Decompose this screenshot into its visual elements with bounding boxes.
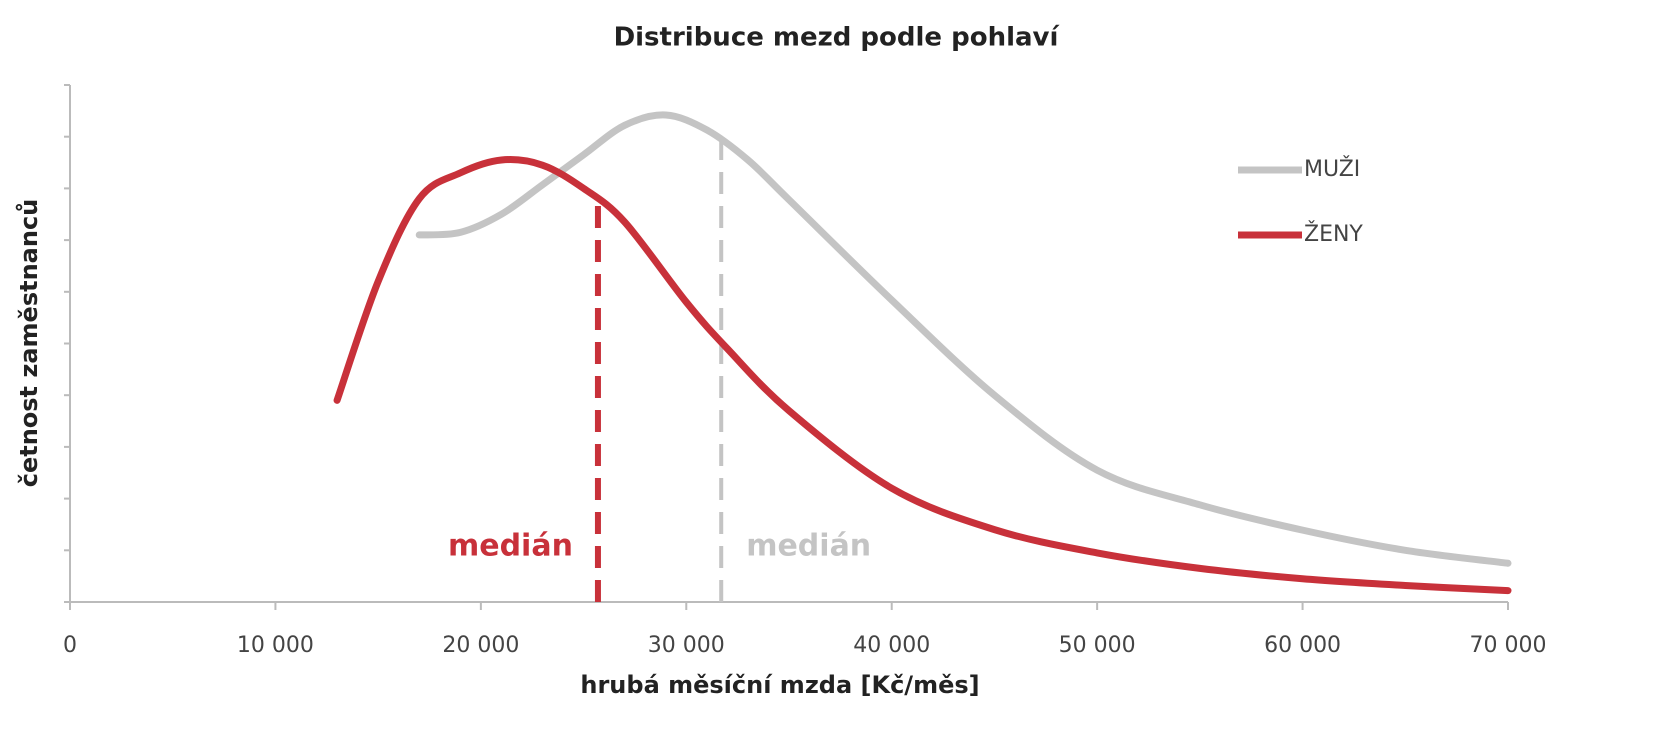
x-tick-label: 10 000 [237, 633, 314, 658]
chart-title: Distribuce mezd podle pohlaví [614, 23, 1061, 53]
x-tick-label: 60 000 [1264, 633, 1341, 658]
median-label: medián [448, 529, 573, 564]
series-line [333, 156, 1512, 595]
x-tick-label: 20 000 [442, 633, 519, 658]
y-axis-label: četnost zaměstnanců [15, 199, 43, 488]
x-axis-label: hrubá měsíční mzda [Kč/měs] [580, 671, 979, 699]
x-tick-label: 30 000 [648, 633, 725, 658]
legend-label: MUŽI [1304, 156, 1360, 182]
legend-label: ŽENY [1304, 221, 1363, 247]
x-tick-label: 0 [63, 633, 77, 658]
series-line [415, 111, 1512, 567]
x-tick-label: 50 000 [1059, 633, 1136, 658]
median-label: medián [746, 529, 871, 564]
x-tick-label: 40 000 [853, 633, 930, 658]
x-tick-label: 70 000 [1470, 633, 1547, 658]
